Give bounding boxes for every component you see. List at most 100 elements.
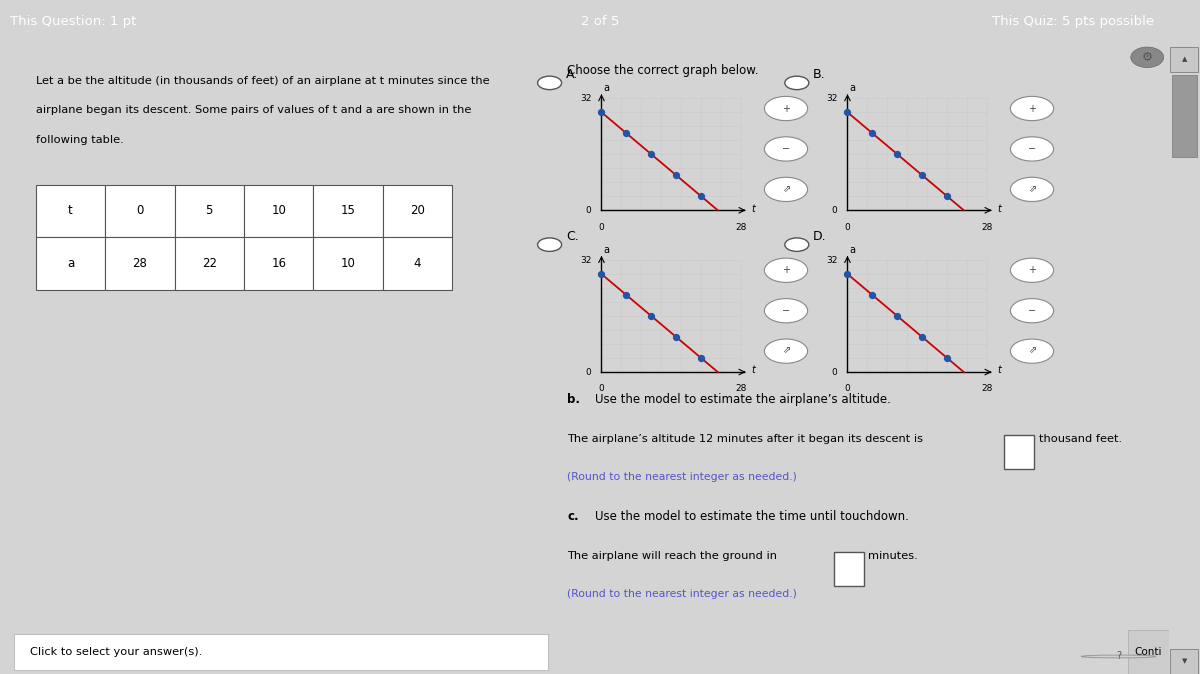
FancyBboxPatch shape — [244, 185, 313, 237]
Text: This Question: 1 pt: This Question: 1 pt — [10, 16, 136, 28]
Text: −: − — [782, 306, 790, 315]
Text: t: t — [751, 204, 756, 214]
Point — [888, 149, 907, 160]
FancyBboxPatch shape — [106, 185, 175, 237]
Text: Click to select your answer(s).: Click to select your answer(s). — [30, 647, 203, 657]
FancyBboxPatch shape — [1170, 47, 1199, 72]
Text: 0: 0 — [832, 367, 838, 377]
Text: ⇗: ⇗ — [782, 346, 790, 356]
Point — [913, 332, 932, 342]
Text: ?: ? — [1116, 652, 1121, 661]
Text: a: a — [604, 245, 610, 255]
Text: 0: 0 — [586, 206, 592, 215]
Text: 0: 0 — [845, 222, 851, 232]
Text: thousand feet.: thousand feet. — [1038, 434, 1122, 443]
Point — [691, 191, 710, 202]
Text: 28: 28 — [736, 222, 746, 232]
Text: 32: 32 — [826, 255, 838, 264]
Point — [592, 269, 611, 280]
Text: 0: 0 — [845, 384, 851, 394]
FancyBboxPatch shape — [244, 237, 313, 290]
Text: t: t — [751, 365, 756, 375]
FancyBboxPatch shape — [1170, 649, 1199, 674]
Text: t: t — [997, 365, 1002, 375]
Point — [863, 128, 882, 139]
FancyBboxPatch shape — [36, 185, 106, 237]
Text: t: t — [68, 204, 73, 218]
Text: Choose the correct graph below.: Choose the correct graph below. — [568, 64, 758, 78]
FancyBboxPatch shape — [383, 237, 452, 290]
Text: 28: 28 — [982, 384, 992, 394]
Text: ▲: ▲ — [1182, 57, 1187, 63]
Text: 32: 32 — [580, 94, 592, 102]
Text: minutes.: minutes. — [868, 551, 918, 561]
Text: 22: 22 — [202, 257, 217, 270]
Text: a: a — [67, 257, 74, 270]
Text: +: + — [782, 266, 790, 275]
Point — [642, 149, 661, 160]
Text: Use the model to estimate the time until touchdown.: Use the model to estimate the time until… — [595, 510, 908, 523]
Text: +: + — [1028, 104, 1036, 113]
FancyBboxPatch shape — [14, 634, 548, 671]
Point — [667, 170, 686, 181]
Text: ▼: ▼ — [1182, 658, 1187, 665]
Point — [888, 311, 907, 321]
Text: 16: 16 — [271, 257, 287, 270]
Text: a: a — [850, 83, 856, 93]
Text: B.: B. — [812, 68, 826, 81]
Point — [642, 311, 661, 321]
Text: Use the model to estimate the airplane’s altitude.: Use the model to estimate the airplane’s… — [595, 393, 890, 406]
Point — [838, 269, 857, 280]
FancyBboxPatch shape — [1128, 630, 1169, 674]
Text: 10: 10 — [271, 204, 286, 218]
Text: +: + — [1028, 266, 1036, 275]
FancyBboxPatch shape — [175, 237, 244, 290]
Text: ⇗: ⇗ — [782, 185, 790, 194]
Text: following table.: following table. — [36, 135, 124, 145]
FancyBboxPatch shape — [1172, 75, 1196, 157]
Point — [863, 290, 882, 301]
Text: t: t — [997, 204, 1002, 214]
Text: 0: 0 — [137, 204, 144, 218]
Text: This Quiz: 5 pts possible: This Quiz: 5 pts possible — [992, 16, 1154, 28]
Circle shape — [1081, 655, 1156, 658]
Text: 0: 0 — [586, 367, 592, 377]
FancyBboxPatch shape — [313, 237, 383, 290]
Text: A.: A. — [566, 68, 578, 81]
Text: −: − — [1028, 144, 1036, 154]
FancyBboxPatch shape — [834, 552, 864, 586]
Text: 0: 0 — [599, 222, 605, 232]
Text: airplane began its descent. Some pairs of values of t and a are shown in the: airplane began its descent. Some pairs o… — [36, 105, 472, 115]
FancyBboxPatch shape — [175, 185, 244, 237]
Text: 0: 0 — [599, 384, 605, 394]
Text: +: + — [782, 104, 790, 113]
Text: 32: 32 — [826, 94, 838, 102]
Point — [617, 290, 636, 301]
Text: C.: C. — [566, 230, 580, 243]
Text: 28: 28 — [132, 257, 148, 270]
FancyBboxPatch shape — [383, 185, 452, 237]
Text: ⚙: ⚙ — [1141, 51, 1153, 64]
Point — [937, 191, 956, 202]
FancyBboxPatch shape — [1004, 435, 1034, 469]
Text: 32: 32 — [580, 255, 592, 264]
Text: Let a be the altitude (in thousands of feet) of an airplane at t minutes since t: Let a be the altitude (in thousands of f… — [36, 76, 490, 86]
Text: −: − — [782, 144, 790, 154]
FancyBboxPatch shape — [36, 237, 106, 290]
Text: 10: 10 — [341, 257, 355, 270]
Point — [592, 107, 611, 118]
Text: 28: 28 — [736, 384, 746, 394]
Text: The airplane will reach the ground in: The airplane will reach the ground in — [568, 551, 778, 561]
Text: 4: 4 — [414, 257, 421, 270]
Text: (Round to the nearest integer as needed.): (Round to the nearest integer as needed.… — [568, 589, 797, 599]
Text: ⇗: ⇗ — [1028, 346, 1036, 356]
Text: c.: c. — [568, 510, 578, 523]
Text: Conti: Conti — [1134, 647, 1162, 657]
Text: 28: 28 — [982, 222, 992, 232]
Text: 15: 15 — [341, 204, 355, 218]
Point — [913, 170, 932, 181]
Text: 0: 0 — [832, 206, 838, 215]
Point — [617, 128, 636, 139]
Text: a: a — [604, 83, 610, 93]
Text: 20: 20 — [410, 204, 425, 218]
